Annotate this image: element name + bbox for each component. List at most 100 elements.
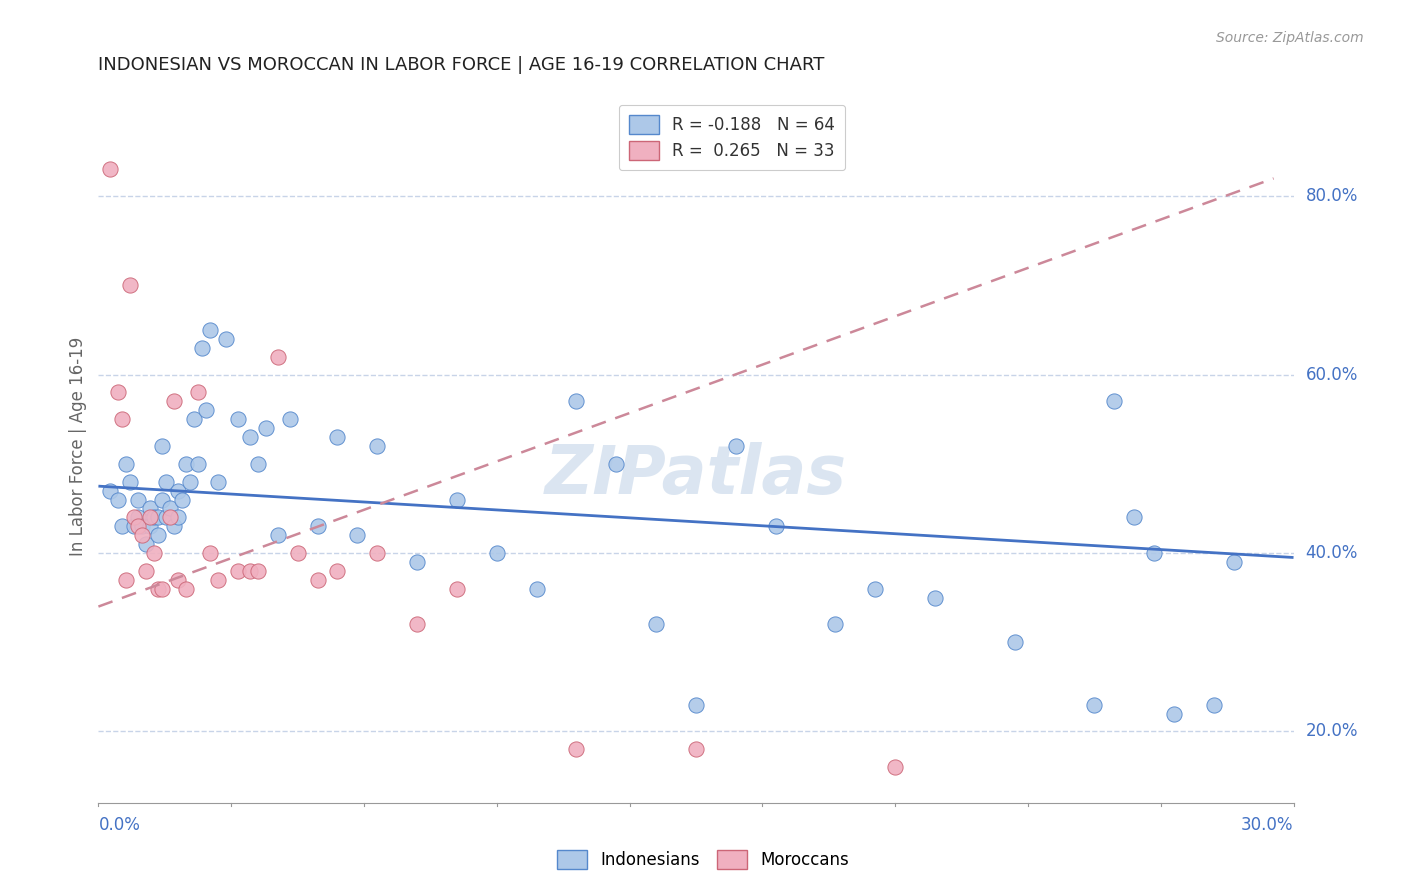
Point	[366, 546, 388, 560]
Point	[98, 483, 122, 498]
Point	[143, 546, 166, 560]
Point	[1202, 698, 1225, 712]
Text: 0.0%: 0.0%	[98, 816, 141, 834]
Point	[120, 278, 142, 293]
Point	[174, 457, 197, 471]
Point	[155, 475, 177, 489]
Legend: Indonesians, Moroccans: Indonesians, Moroccans	[547, 840, 859, 880]
Point	[115, 457, 138, 471]
Point	[326, 430, 349, 444]
Point	[127, 492, 149, 507]
Point	[163, 394, 186, 409]
Point	[526, 582, 548, 596]
Point	[172, 492, 194, 507]
Point	[167, 573, 190, 587]
Point	[124, 519, 146, 533]
Point	[446, 582, 468, 596]
Point	[267, 528, 290, 542]
Point	[287, 546, 309, 560]
Point	[183, 412, 205, 426]
Text: ZIPatlas: ZIPatlas	[546, 442, 846, 508]
Point	[198, 323, 221, 337]
Point	[366, 439, 388, 453]
Point	[239, 430, 262, 444]
Point	[1004, 635, 1026, 649]
Text: 20.0%: 20.0%	[1305, 723, 1358, 740]
Point	[179, 475, 201, 489]
Point	[163, 519, 186, 533]
Point	[207, 573, 229, 587]
Text: 30.0%: 30.0%	[1241, 816, 1294, 834]
Point	[884, 760, 907, 774]
Point	[139, 519, 162, 533]
Point	[565, 742, 588, 756]
Point	[406, 617, 429, 632]
Point	[226, 412, 249, 426]
Point	[148, 528, 170, 542]
Point	[446, 492, 468, 507]
Point	[307, 573, 329, 587]
Point	[1123, 510, 1146, 524]
Point	[724, 439, 747, 453]
Point	[174, 582, 197, 596]
Point	[207, 475, 229, 489]
Text: INDONESIAN VS MOROCCAN IN LABOR FORCE | AGE 16-19 CORRELATION CHART: INDONESIAN VS MOROCCAN IN LABOR FORCE | …	[98, 56, 825, 74]
Point	[824, 617, 846, 632]
Point	[326, 564, 349, 578]
Point	[1143, 546, 1166, 560]
Point	[167, 483, 190, 498]
Point	[127, 510, 149, 524]
Point	[143, 510, 166, 524]
Point	[135, 537, 157, 551]
Point	[150, 492, 173, 507]
Point	[159, 501, 181, 516]
Point	[167, 510, 190, 524]
Point	[135, 564, 157, 578]
Point	[107, 385, 129, 400]
Legend: R = -0.188   N = 64, R =  0.265   N = 33: R = -0.188 N = 64, R = 0.265 N = 33	[619, 104, 845, 169]
Y-axis label: In Labor Force | Age 16-19: In Labor Force | Age 16-19	[69, 336, 87, 556]
Point	[124, 510, 146, 524]
Point	[685, 698, 707, 712]
Point	[863, 582, 886, 596]
Point	[1102, 394, 1125, 409]
Point	[685, 742, 707, 756]
Point	[150, 582, 173, 596]
Point	[924, 591, 946, 605]
Point	[159, 510, 181, 524]
Point	[485, 546, 508, 560]
Point	[278, 412, 301, 426]
Point	[765, 519, 787, 533]
Point	[111, 412, 134, 426]
Point	[120, 475, 142, 489]
Point	[139, 501, 162, 516]
Point	[131, 528, 153, 542]
Point	[155, 510, 177, 524]
Text: 40.0%: 40.0%	[1305, 544, 1358, 562]
Point	[239, 564, 262, 578]
Point	[98, 162, 122, 177]
Text: Source: ZipAtlas.com: Source: ZipAtlas.com	[1216, 31, 1364, 45]
Point	[1163, 706, 1185, 721]
Point	[131, 519, 153, 533]
Text: 60.0%: 60.0%	[1305, 366, 1358, 384]
Text: 80.0%: 80.0%	[1305, 187, 1358, 205]
Point	[115, 573, 138, 587]
Point	[246, 457, 269, 471]
Point	[194, 403, 218, 417]
Point	[406, 555, 429, 569]
Point	[139, 510, 162, 524]
Point	[246, 564, 269, 578]
Point	[148, 582, 170, 596]
Point	[198, 546, 221, 560]
Point	[226, 564, 249, 578]
Point	[191, 341, 214, 355]
Point	[107, 492, 129, 507]
Point	[187, 385, 209, 400]
Point	[307, 519, 329, 533]
Point	[267, 350, 290, 364]
Point	[111, 519, 134, 533]
Point	[254, 421, 277, 435]
Point	[150, 439, 173, 453]
Point	[127, 519, 149, 533]
